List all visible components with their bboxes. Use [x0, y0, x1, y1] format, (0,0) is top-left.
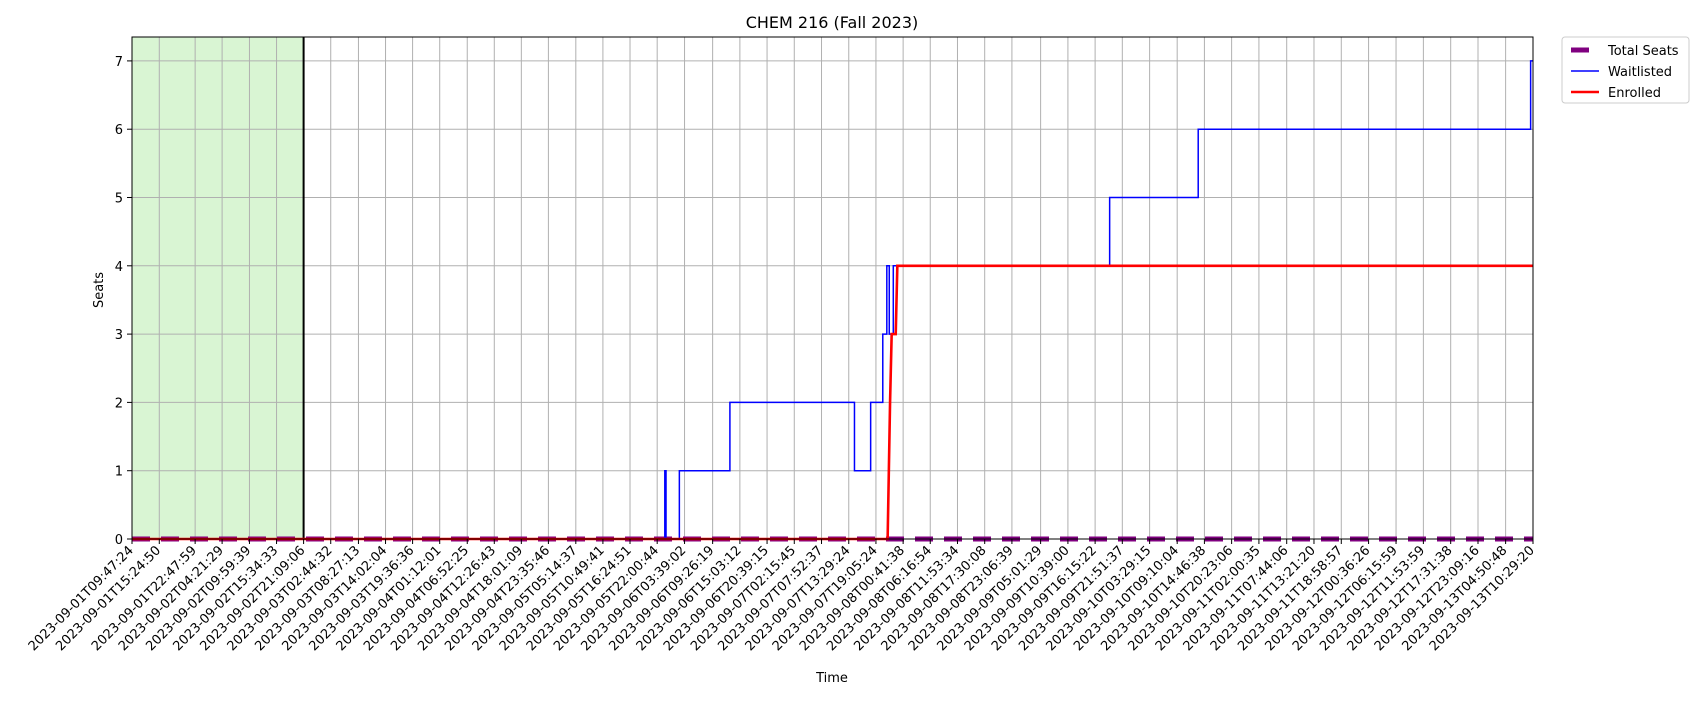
y-tick-label: 5 [115, 192, 123, 207]
legend-box [1561, 36, 1690, 104]
y-axis-label: Seats [92, 272, 107, 308]
legend-label-total-seats: Total Seats [1607, 44, 1679, 59]
legend-label-waitlisted: Waitlisted [1608, 65, 1672, 80]
plot-area: 012345672023-09-01T09:47:242023-09-01T15… [26, 36, 1538, 654]
series-line-waitlisted [132, 60, 1533, 540]
y-tick-label: 7 [115, 55, 123, 70]
y-tick-label: 4 [115, 260, 123, 275]
shaded-region [132, 37, 304, 539]
y-tick-label: 3 [115, 328, 123, 343]
legend-label-enrolled: Enrolled [1608, 86, 1661, 101]
y-tick-label: 2 [115, 396, 123, 411]
plot-frame [131, 36, 1534, 540]
y-tick-label: 0 [115, 533, 123, 548]
chart-title: CHEM 216 (Fall 2023) [746, 13, 919, 32]
y-tick-label: 1 [115, 465, 123, 480]
y-tick-label: 6 [115, 123, 123, 138]
x-axis-label: Time [815, 671, 848, 686]
legend: Total Seats Waitlisted Enrolled [1561, 36, 1690, 104]
x-tick-label: 2023-09-01T09:47:24 [26, 543, 137, 654]
